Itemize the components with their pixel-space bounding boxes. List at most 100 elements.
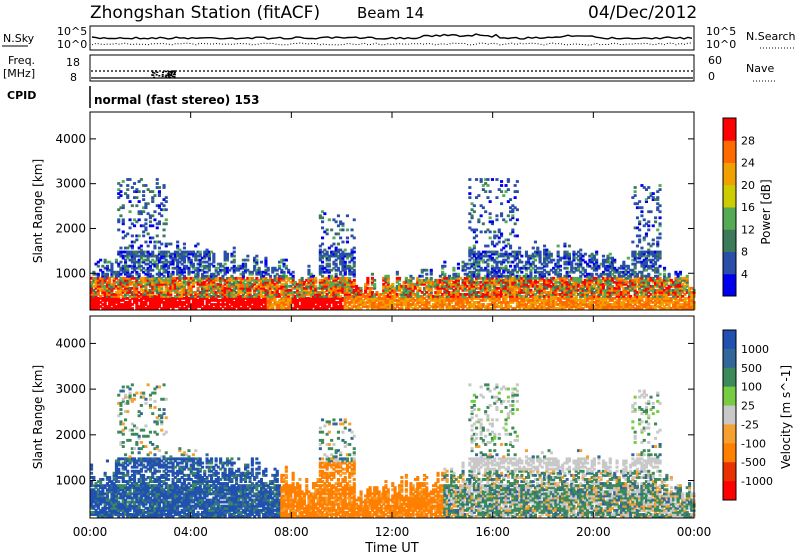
power-cell xyxy=(540,288,544,292)
power-cell xyxy=(443,299,447,302)
power-cell xyxy=(133,266,137,270)
power-cell xyxy=(547,278,551,282)
power-cell xyxy=(518,293,522,296)
power-cell xyxy=(486,282,490,286)
power-cell xyxy=(506,242,510,246)
power-cell xyxy=(180,250,184,254)
power-cell xyxy=(94,284,98,288)
power-cell xyxy=(463,286,467,290)
power-cell xyxy=(429,299,433,302)
power-cell xyxy=(275,268,279,272)
power-cell xyxy=(348,276,352,280)
power-cell xyxy=(515,190,519,193)
power-cell xyxy=(606,278,610,282)
power-cell xyxy=(642,254,646,258)
power-cell xyxy=(475,305,479,308)
power-cell xyxy=(327,280,331,284)
power-cell xyxy=(583,282,587,286)
power-cell xyxy=(221,305,225,308)
power-cell xyxy=(579,280,583,284)
power-cell xyxy=(139,299,143,302)
power-cell xyxy=(370,303,374,306)
power-cell xyxy=(153,210,157,214)
power-cell xyxy=(250,297,254,300)
power-cell xyxy=(488,288,492,292)
power-cell xyxy=(350,228,354,232)
power-cell xyxy=(128,244,132,248)
power-cell xyxy=(155,295,159,298)
power-cell xyxy=(638,270,642,274)
power-cell xyxy=(490,222,494,226)
power-cell xyxy=(536,270,540,274)
power-cell xyxy=(255,293,259,296)
power-cell xyxy=(490,242,494,246)
power-cell xyxy=(90,288,94,292)
power-cell xyxy=(377,303,381,306)
power-cell xyxy=(620,274,624,278)
power-cell xyxy=(135,254,139,258)
power-cell xyxy=(590,293,594,296)
power-cell xyxy=(210,262,214,266)
power-cell xyxy=(484,293,488,296)
power-cell xyxy=(466,262,470,266)
power-cell xyxy=(447,276,451,280)
power-cell xyxy=(117,278,121,282)
power-cell xyxy=(232,293,236,296)
power-cell xyxy=(153,305,157,308)
power-cell xyxy=(194,268,198,272)
power-cell xyxy=(198,295,202,298)
power-cell xyxy=(597,288,601,292)
power-cell xyxy=(581,280,585,284)
power-cell xyxy=(124,286,128,290)
power-cell xyxy=(332,286,336,290)
power-cell xyxy=(296,305,300,308)
power-cell xyxy=(620,284,624,288)
power-cell xyxy=(436,301,440,304)
power-cell xyxy=(468,303,472,306)
power-cell xyxy=(549,284,553,288)
power-cell xyxy=(144,226,148,230)
power-cell xyxy=(280,260,284,264)
power-cell xyxy=(644,278,648,282)
power-cell xyxy=(205,252,209,256)
power-cell xyxy=(336,250,340,254)
power-cell xyxy=(477,254,481,258)
power-cell xyxy=(214,282,218,286)
power-cell xyxy=(268,299,272,302)
power-cell xyxy=(497,297,501,300)
power-cell xyxy=(540,270,544,274)
power-cell xyxy=(592,256,596,260)
power-cell xyxy=(282,293,286,296)
power-cell xyxy=(280,307,284,310)
power-cell xyxy=(484,276,488,280)
power-cell xyxy=(468,291,472,294)
power-cell xyxy=(291,278,295,282)
power-cell xyxy=(513,222,517,226)
power-cell xyxy=(468,293,472,296)
power-cell xyxy=(212,252,216,256)
power-cell xyxy=(563,295,567,298)
power-cell xyxy=(169,252,173,256)
power-cell xyxy=(350,286,354,290)
power-cell xyxy=(117,262,121,266)
power-cell xyxy=(531,254,535,258)
power-cell xyxy=(139,288,143,292)
power-cell xyxy=(425,307,429,310)
power-cell xyxy=(327,303,331,306)
power-cell xyxy=(94,301,98,304)
power-cell xyxy=(228,295,232,298)
power-cell xyxy=(581,272,585,276)
power-cell xyxy=(155,226,159,230)
power-cell xyxy=(305,303,309,306)
power-cell xyxy=(445,303,449,306)
power-cell xyxy=(321,295,325,298)
power-cell xyxy=(271,303,275,306)
power-cell xyxy=(302,288,306,292)
power-cell xyxy=(232,254,236,258)
power-cell xyxy=(237,280,241,284)
power-cell xyxy=(599,286,603,290)
power-cell xyxy=(108,305,112,308)
power-cell xyxy=(470,295,474,298)
power-cell xyxy=(246,303,250,306)
power-cell xyxy=(475,276,479,280)
